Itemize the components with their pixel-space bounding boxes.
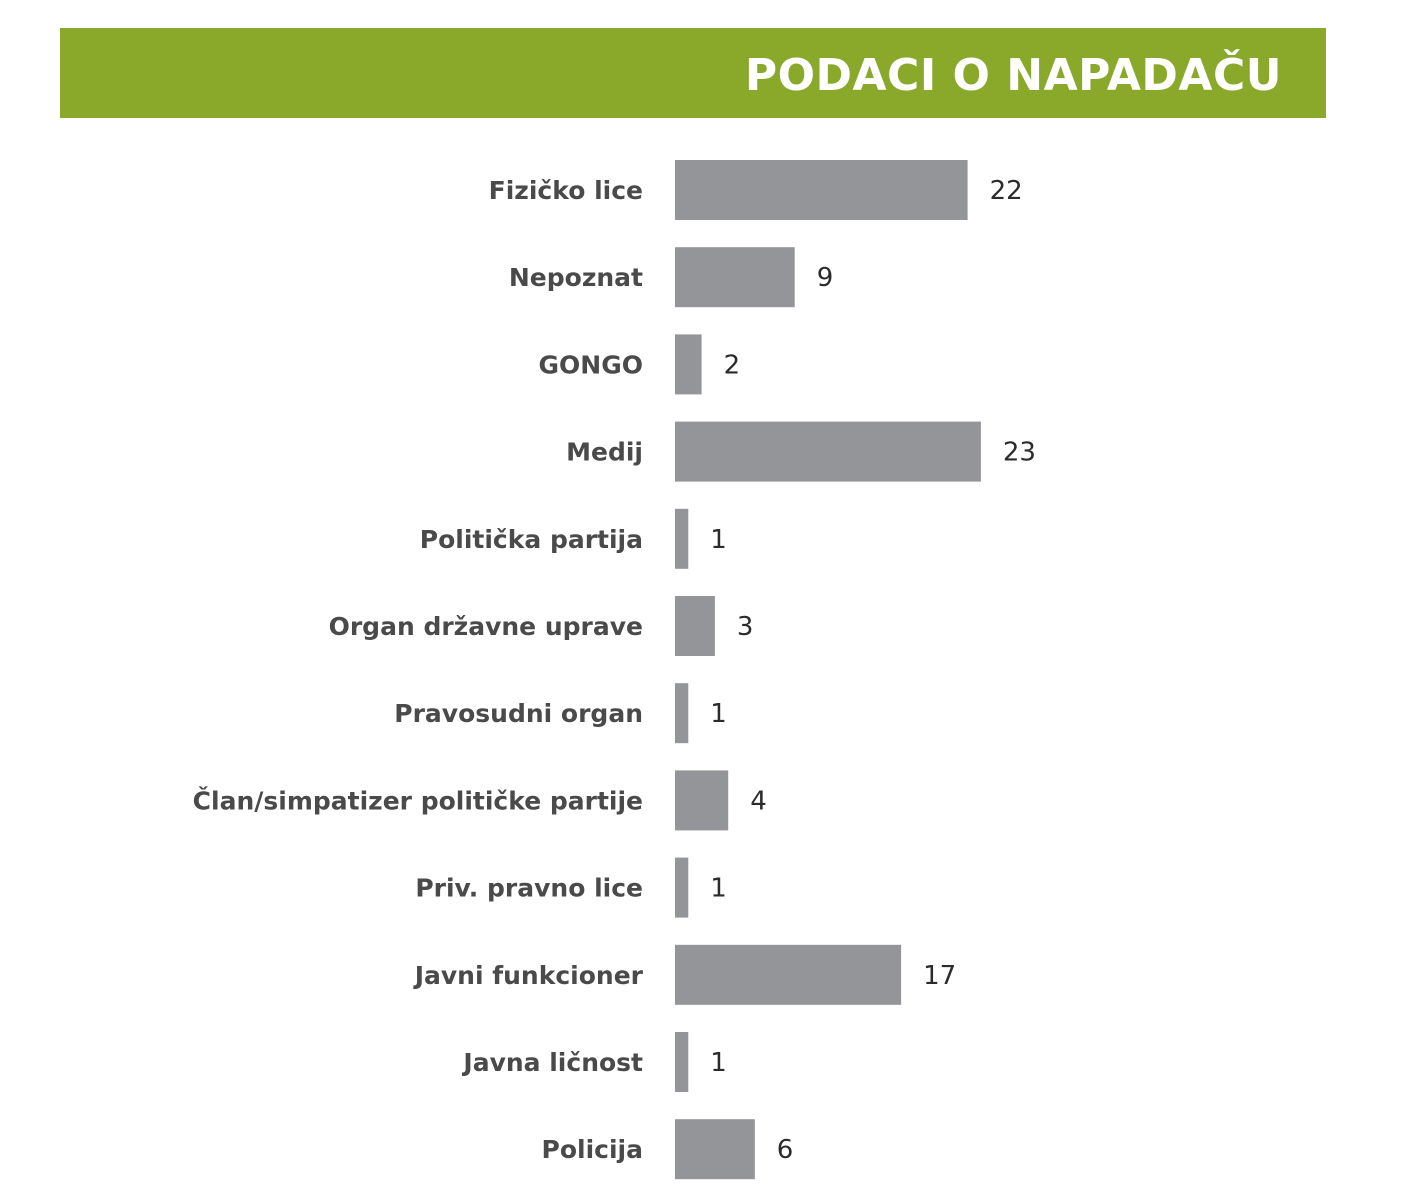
value-label: 9 (817, 263, 834, 293)
chart-title: PODACI O NAPADAČU (744, 50, 1282, 101)
category-label: Član/simpatizer političke partije (193, 785, 643, 815)
category-label: Policija (542, 1135, 643, 1164)
value-label: 2 (724, 350, 741, 380)
bar (675, 421, 981, 482)
category-label: Politička partija (420, 525, 643, 554)
category-label: GONGO (539, 350, 643, 379)
value-label: 1 (710, 1048, 727, 1078)
value-label: 1 (710, 525, 727, 555)
bar (675, 334, 702, 395)
bar-row: Policija 6 (542, 1119, 794, 1180)
bar-row: Organ državne uprave 3 (329, 596, 754, 656)
value-label: 23 (1003, 438, 1036, 468)
bar (675, 160, 968, 220)
bar (675, 683, 689, 744)
bar-row: Fizičko lice 22 (489, 160, 1023, 220)
bar (675, 944, 902, 1005)
bar-row: Medij 23 (566, 421, 1036, 482)
value-label: 6 (777, 1135, 794, 1165)
category-label: Javni funkcioner (413, 961, 644, 990)
bar (675, 1032, 689, 1092)
category-label: Pravosudni organ (394, 699, 643, 728)
category-label: Fizičko lice (489, 176, 643, 205)
value-label: 1 (710, 874, 727, 904)
header-band: PODACI O NAPADAČU (60, 28, 1326, 118)
bar-row: GONGO 2 (539, 334, 741, 395)
value-label: 22 (990, 176, 1023, 206)
bar (675, 857, 689, 918)
bar-row: Javni funkcioner 17 (413, 944, 956, 1005)
value-label: 4 (750, 786, 767, 816)
value-label: 3 (737, 612, 754, 642)
category-label: Medij (566, 438, 643, 467)
bar-row: Član/simpatizer političke partije 4 (193, 770, 767, 831)
bar-row: Priv. pravno lice 1 (415, 857, 727, 918)
bar (675, 596, 715, 656)
category-label: Priv. pravno lice (415, 874, 643, 903)
bar (675, 1119, 755, 1180)
bar-row: Javna ličnost 1 (461, 1032, 727, 1092)
bar (675, 247, 795, 308)
value-label: 1 (710, 699, 727, 729)
value-label: 17 (923, 961, 956, 991)
bar-row: Politička partija 1 (420, 508, 727, 569)
bar (675, 770, 729, 831)
category-label: Javna ličnost (461, 1048, 643, 1077)
bar-row: Pravosudni organ 1 (394, 683, 727, 744)
bar-row: Nepoznat 9 (509, 247, 834, 308)
category-label: Nepoznat (509, 263, 643, 292)
bar (675, 508, 689, 569)
category-label: Organ državne uprave (329, 612, 643, 641)
